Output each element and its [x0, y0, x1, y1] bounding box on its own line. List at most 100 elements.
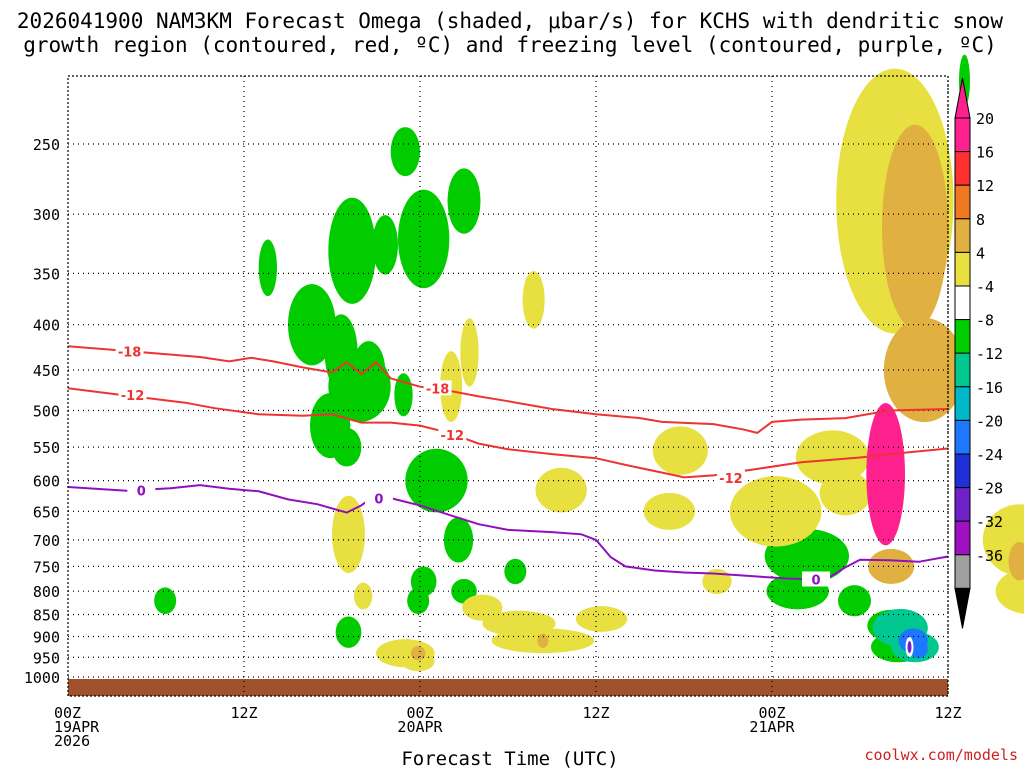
y-tick-1000: 1000 [24, 669, 60, 687]
colorbar-label-5: -4 [976, 278, 994, 296]
isotherm-minus12-label-bg-0 [118, 386, 147, 402]
omega-extreme-core-center [907, 641, 912, 654]
x-tick-0-line1: 19APR [54, 718, 100, 736]
colorbar-label-2: 12 [976, 177, 994, 195]
omega-negative-blob-7 [447, 168, 481, 234]
omega-negative-blob-5 [372, 215, 398, 275]
isotherm-minus18-label-0: -18 [118, 346, 142, 361]
omega-negative-blob-13 [332, 427, 362, 467]
y-tick-300: 300 [33, 206, 60, 224]
y-tick-250: 250 [33, 136, 60, 154]
isotherm-minus12-label-2: -12 [719, 472, 743, 487]
colorbar-bin-12 [954, 520, 971, 556]
colorbar-bottom-arrow [954, 587, 971, 629]
omega-positive-blob-1 [535, 467, 587, 513]
contour-lines: -18 -18 -12 -12 -12 0 0 0 [67, 343, 949, 588]
omega-negative-blob-22 [838, 585, 871, 617]
pressure-axis-ticks: 250 300 350 400 450 500 550 600 650 700 750 800 850 9… [24, 136, 60, 687]
freezing-level-0C-label-bg-2 [802, 571, 830, 587]
colorbar-bin-9 [954, 419, 971, 455]
omega-negative-blob-6 [398, 189, 450, 289]
y-tick-350: 350 [33, 265, 60, 283]
colorbar-bin-7 [954, 352, 971, 388]
colorbar-label-11: -28 [976, 480, 1003, 498]
ground-surface-band [68, 679, 948, 696]
colorbar-label-6: -8 [976, 312, 994, 330]
omega-positive-blob-13 [460, 318, 479, 387]
omega-core-blob-0 [866, 402, 906, 546]
y-tick-550: 550 [33, 439, 60, 457]
freezing-level-0C-label-bg-1 [364, 490, 393, 506]
omega-negative-blob-11 [405, 448, 468, 513]
colorbar-bin-8 [954, 386, 971, 421]
x-tick-36-line0: 12Z [582, 704, 609, 722]
colorbar-bin-6 [954, 319, 971, 354]
omega-colorbar: 20 16 12 8 4 -4 -8 -12 -16 -20 -24 -28 -32 -36 [954, 77, 1003, 629]
omega-positive-blob-4 [462, 594, 503, 621]
freezing-level-0C-label-0: 0 [137, 485, 146, 500]
credit-text: coolwx.com/models [864, 746, 1018, 764]
isotherm-minus12-label-bg-2 [716, 470, 745, 486]
freezing-level-0C-label-1: 0 [374, 493, 383, 508]
omega-shading-layer [68, 54, 1024, 696]
colorbar-label-0: 20 [976, 110, 994, 128]
y-tick-850: 850 [33, 607, 60, 625]
omega-negative-blob-9 [288, 284, 336, 366]
colorbar-label-13: -36 [976, 547, 1003, 565]
colorbar-bin-3 [954, 218, 971, 253]
isotherm-minus18-label-bg-0 [115, 343, 144, 359]
isotherm-minus12-label-bg-1 [438, 427, 467, 443]
colorbar-label-8: -16 [976, 379, 1003, 397]
y-tick-400: 400 [33, 317, 60, 335]
x-tick-48-line0: 00Z [758, 704, 785, 722]
omega-positive-blob-7 [729, 476, 822, 547]
omega-very-strong-negative-blob-1 [909, 639, 928, 659]
colorbar-bin-11 [954, 487, 971, 522]
omega-positive-blob-5 [652, 426, 708, 475]
chart-title-line2: growth region (contoured, red, ºC) and f… [23, 33, 997, 57]
colorbar-bin-5 [954, 285, 971, 321]
plot-frame [67, 75, 949, 697]
colorbar-bin-0 [954, 117, 971, 153]
y-tick-600: 600 [33, 473, 60, 491]
colorbar-label-3: 8 [976, 211, 985, 229]
omega-positive-blob-14 [332, 495, 365, 573]
x-tick-0-line0: 00Z [54, 704, 81, 722]
freezing-level-0C-label-bg-0 [127, 482, 156, 498]
y-tick-700: 700 [33, 532, 60, 550]
isotherm-minus18-line [67, 345, 949, 434]
omega-positive-blob-6 [643, 492, 695, 530]
x-tick-0-line2: 2026 [54, 732, 90, 750]
omega-core-blob-1 [868, 548, 915, 584]
x-axis-label: Forecast Time (UTC) [401, 748, 618, 768]
colorbar-label-12: -32 [976, 513, 1003, 531]
y-tick-450: 450 [33, 362, 60, 380]
x-tick-60-line0: 12Z [934, 704, 961, 722]
x-tick-24-line0: 00Z [406, 704, 433, 722]
y-tick-650: 650 [33, 503, 60, 521]
grid-lines [68, 76, 949, 696]
omega-negative-blob-14 [335, 616, 362, 648]
x-tick-12-line0: 12Z [230, 704, 257, 722]
omega-negative-blob-4 [390, 127, 421, 177]
y-tick-500: 500 [33, 403, 60, 421]
x-tick-24-line1: 20APR [397, 718, 443, 736]
colorbar-bin-13 [954, 554, 971, 589]
isotherm-minus12-line [67, 387, 949, 479]
y-tick-750: 750 [33, 558, 60, 576]
omega-negative-blob-19 [258, 239, 278, 297]
colorbar-bin-2 [954, 184, 971, 220]
omega-strong-positive-blob-2 [1008, 541, 1024, 581]
colorbar-label-4: 4 [976, 244, 985, 262]
y-tick-900: 900 [33, 628, 60, 646]
omega-negative-blob-18 [154, 587, 177, 614]
omega-positive-blob-15 [354, 582, 373, 610]
freezing-level-0C-label-2: 0 [811, 573, 820, 588]
colorbar-bin-1 [954, 151, 971, 186]
y-tick-800: 800 [33, 583, 60, 601]
colorbar-label-7: -12 [976, 345, 1003, 363]
isotherm-minus12-label-0: -12 [121, 389, 145, 404]
omega-strong-positive-blob-3 [410, 646, 426, 661]
y-tick-950: 950 [33, 649, 60, 667]
